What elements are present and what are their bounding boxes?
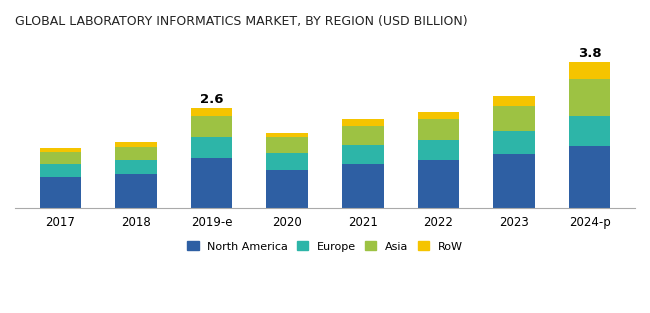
Bar xyxy=(493,154,535,208)
Bar xyxy=(115,147,157,160)
Bar xyxy=(569,116,610,146)
Bar xyxy=(569,80,610,116)
Bar xyxy=(40,177,81,208)
Bar xyxy=(417,160,459,208)
Bar xyxy=(191,158,233,208)
Bar xyxy=(191,108,233,116)
Text: 2.6: 2.6 xyxy=(200,93,224,106)
Bar xyxy=(342,126,384,145)
Bar xyxy=(493,96,535,106)
Legend: North America, Europe, Asia, RoW: North America, Europe, Asia, RoW xyxy=(183,237,467,256)
Bar xyxy=(191,116,233,137)
Bar xyxy=(569,146,610,208)
Bar xyxy=(493,131,535,154)
Bar xyxy=(40,148,81,152)
Bar xyxy=(191,137,233,158)
Bar xyxy=(417,120,459,140)
Bar xyxy=(115,174,157,208)
Bar xyxy=(342,120,384,126)
Bar xyxy=(569,62,610,80)
Bar xyxy=(40,164,81,177)
Bar xyxy=(115,160,157,174)
Bar xyxy=(417,140,459,160)
Text: GLOBAL LABORATORY INFORMATICS MARKET, BY REGION (USD BILLION): GLOBAL LABORATORY INFORMATICS MARKET, BY… xyxy=(15,15,467,28)
Bar xyxy=(266,170,308,208)
Bar xyxy=(266,133,308,137)
Bar xyxy=(40,152,81,164)
Bar xyxy=(342,145,384,164)
Bar xyxy=(493,106,535,131)
Text: 3.8: 3.8 xyxy=(578,47,601,60)
Bar xyxy=(266,153,308,170)
Bar xyxy=(115,142,157,147)
Bar xyxy=(342,164,384,208)
Bar xyxy=(266,137,308,153)
Bar xyxy=(417,112,459,120)
